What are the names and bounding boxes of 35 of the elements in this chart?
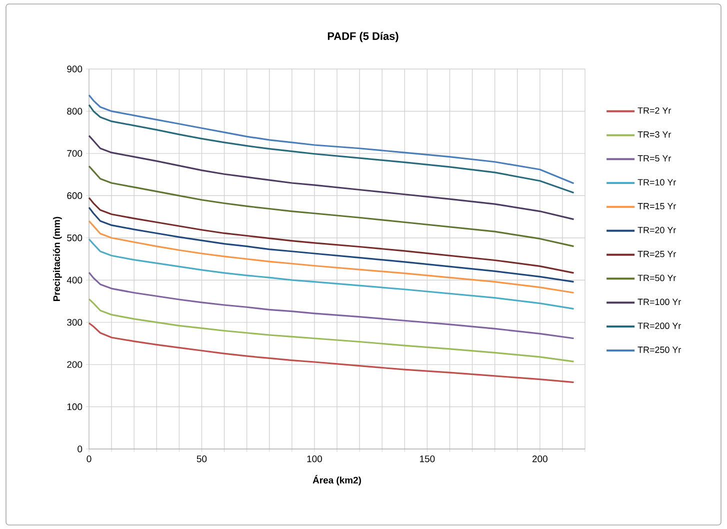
legend-label: TR=3 Yr [638, 131, 672, 138]
legend-label: TR=5 Yr [638, 155, 672, 162]
y-tick-label: 800 [67, 108, 82, 115]
y-axis-title: Precipitación (mm) [52, 216, 62, 301]
y-tick-label: 900 [67, 66, 82, 72]
legend-label: TR=10 Yr [638, 179, 676, 186]
x-tick-label: 200 [532, 456, 548, 462]
y-tick-label: 300 [67, 318, 82, 326]
y-tick-label: 400 [66, 276, 82, 284]
line-series [88, 94, 575, 184]
line-series [88, 220, 575, 294]
chart-title: PADF (5 Días) [328, 32, 398, 42]
legend-label: TR=50 Yr [638, 274, 676, 282]
x-axis-title: Área (km2) [312, 475, 361, 486]
legend-label: TR=25 Yr [638, 250, 676, 258]
y-tick-label: 500 [67, 234, 82, 242]
y-tick-label: 100 [67, 403, 82, 410]
legend-label: TR=200 Yr [638, 322, 681, 330]
x-tick-label: 150 [420, 456, 435, 462]
legend-label: TR=2 Yr [638, 107, 672, 114]
y-tick-label: 700 [67, 150, 82, 157]
legend-label: TR=15 Yr [638, 203, 676, 210]
line-series [88, 272, 575, 340]
x-tick-label: 0 [86, 456, 92, 462]
y-tick-label: 600 [67, 192, 82, 200]
x-tick-label: 50 [196, 456, 207, 462]
line-series [88, 298, 575, 362]
y-tick-label: 0 [78, 446, 82, 452]
x-tick-label: 100 [307, 456, 322, 462]
y-tick-label: 200 [67, 361, 82, 368]
legend-label: TR=250 Yr [638, 346, 681, 353]
legend-label: TR=100 Yr [638, 298, 681, 306]
line-series [88, 322, 575, 384]
legend-label: TR=20 Yr [638, 226, 676, 234]
line-series [88, 104, 575, 194]
